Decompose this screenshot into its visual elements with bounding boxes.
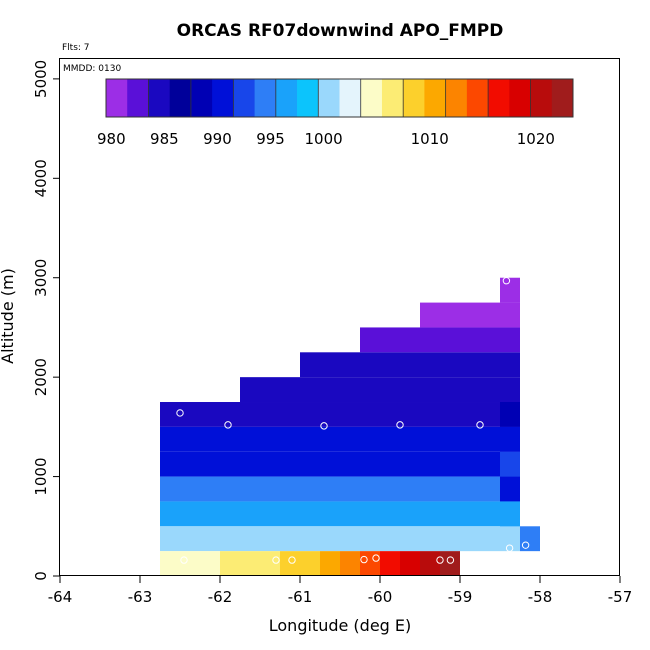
chart-title: ORCAS RF07downwind APO_FMPD (177, 21, 504, 41)
sample-point-2 (320, 422, 328, 430)
x-tick-label-0: -64 (48, 588, 73, 606)
colorbar-swatch-3 (169, 79, 192, 117)
colorbar-swatch-10 (318, 79, 340, 117)
heatmap-cell-1 (160, 426, 520, 452)
heatmap-cell-12 (500, 426, 520, 452)
colorbar-swatch-16 (445, 79, 468, 117)
colorbar-tick-label-3: 995 (256, 130, 285, 148)
date-note: MMDD: 0130 (63, 64, 121, 74)
x-tick-label-2: -62 (208, 588, 233, 606)
colorbar-tick-label-4: 1000 (304, 130, 342, 148)
y-axis: 0 1000 2000 3000 4000 5000 (32, 60, 60, 581)
heatmap-cell-14 (500, 476, 520, 502)
heatmap-cell-21 (240, 551, 260, 576)
heatmap-cell-9 (420, 302, 520, 328)
sample-point-3 (396, 421, 404, 429)
heatmap-cell-5 (160, 526, 520, 552)
colorbar-tick-label-1: 985 (150, 130, 179, 148)
heatmap-cell-11 (500, 402, 520, 427)
sample-point-7 (521, 541, 530, 549)
sample-point-13 (436, 556, 444, 564)
colorbar-tick-label-6: 1020 (517, 130, 555, 148)
x-tick-label-1: -63 (128, 588, 153, 606)
heatmap-cell-20 (220, 551, 240, 576)
colorbar-swatch-21 (551, 79, 574, 117)
colorbar-tick-label-2: 990 (203, 130, 232, 148)
y-axis-label: Altitude (m) (0, 268, 17, 364)
heatmap-cell-0 (160, 402, 520, 427)
colorbar-swatch-6 (233, 79, 255, 117)
heatmap-cell-30 (420, 551, 440, 576)
sample-point-0 (176, 409, 184, 417)
heatmap-cell-3 (160, 476, 520, 502)
colorbar-swatch-8 (275, 79, 298, 117)
colorbar-swatch-13 (381, 79, 404, 117)
heatmap-cell-13 (500, 451, 520, 477)
colorbar: 980 985 990 995 1000 1010 1020 (97, 78, 574, 148)
sample-point-8 (180, 556, 188, 564)
y-tick-label-3: 3000 (32, 259, 50, 297)
sample-point-4 (476, 421, 484, 429)
heatmap-cells (160, 277, 540, 576)
heatmap-cell-26 (340, 551, 360, 576)
x-axis: -64 -63 -62 -61 -60 -59 -58 -57 (48, 576, 633, 606)
colorbar-swatch-18 (488, 79, 510, 117)
colorbar-tick-label-0: 980 (97, 130, 126, 148)
heatmap-cell-27 (360, 551, 380, 576)
heatmap-cell-25 (320, 551, 340, 576)
colorbar-swatch-1 (127, 79, 149, 117)
x-tick-label-7: -57 (608, 588, 633, 606)
x-tick-label-3: -61 (288, 588, 313, 606)
heatmap-cell-2 (160, 451, 520, 477)
heatmap-cell-7 (300, 352, 520, 378)
y-tick-label-2: 2000 (32, 358, 50, 396)
colorbar-swatch-20 (530, 79, 553, 117)
x-tick-label-4: -60 (368, 588, 393, 606)
sample-point-1 (224, 421, 232, 429)
heatmap-cell-8 (360, 327, 520, 353)
heatmap-cell-19 (200, 551, 220, 576)
heatmap-cell-28 (380, 551, 400, 576)
x-tick-label-5: -59 (448, 588, 473, 606)
colorbar-tick-label-5: 1010 (411, 130, 449, 148)
sample-point-5 (502, 277, 511, 285)
heatmap-cell-4 (160, 501, 520, 527)
sample-point-12 (372, 554, 380, 562)
y-tick-label-1: 1000 (32, 457, 50, 495)
x-axis-label: Longitude (deg E) (269, 616, 412, 635)
heatmap-cell-16 (520, 526, 540, 552)
heatmap-cell-23 (280, 551, 300, 576)
sample-point-10 (288, 556, 296, 564)
colorbar-frame (105, 78, 574, 118)
sample-point-14 (446, 556, 455, 564)
colorbar-swatch-5 (212, 79, 234, 117)
sample-points (176, 277, 530, 564)
colorbar-swatch-12 (360, 79, 383, 117)
heatmap-cell-29 (400, 551, 420, 576)
y-tick-label-5: 5000 (32, 60, 50, 98)
plot-frame (59, 58, 620, 576)
heatmap-cell-24 (300, 551, 320, 576)
sample-point-11 (360, 555, 368, 564)
colorbar-swatch-15 (424, 79, 447, 117)
y-tick-label-0: 0 (32, 571, 50, 581)
colorbar-swatch-17 (466, 79, 489, 117)
colorbar-swatch-7 (254, 79, 277, 117)
heatmap-cell-6 (240, 377, 520, 403)
flights-note: Flts: 7 (62, 43, 90, 53)
y-tick-label-4: 4000 (32, 159, 50, 197)
colorbar-swatch-0 (106, 79, 128, 117)
colorbar-swatch-14 (403, 79, 425, 117)
colorbar-swatch-2 (148, 79, 171, 117)
sample-point-9 (272, 556, 280, 564)
colorbar-swatch-11 (339, 79, 362, 117)
colorbar-swatch-9 (297, 79, 319, 117)
x-tick-label-6: -58 (528, 588, 553, 606)
heatmap-cell-17 (160, 551, 180, 576)
colorbar-swatch-4 (190, 79, 213, 117)
heatmap-cell-15 (500, 501, 520, 527)
colorbar-swatch-19 (509, 79, 531, 117)
sample-point-6 (505, 544, 514, 552)
